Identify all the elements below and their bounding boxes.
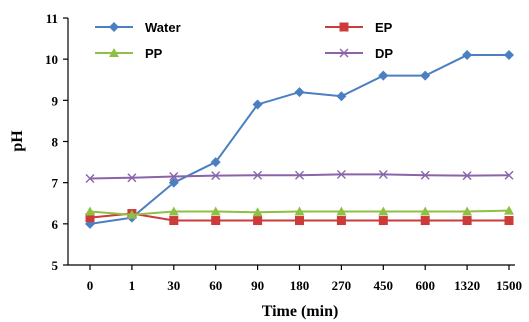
data-point-pp — [462, 206, 473, 216]
legend-label: DP — [375, 46, 393, 61]
data-point-water — [252, 99, 263, 110]
data-point-dp — [462, 171, 472, 181]
data-point-dp — [295, 170, 304, 180]
data-point-pp — [420, 206, 431, 216]
y-tick-label: 9 — [52, 93, 59, 108]
x-ticks: 0 1 30 60 90 180 270 450 600 1320 1500 — [87, 265, 522, 293]
data-point-pp — [210, 206, 221, 216]
data-point-water — [378, 70, 389, 81]
data-point-water — [210, 157, 221, 168]
data-point-water — [294, 87, 305, 98]
data-point-water — [168, 177, 179, 188]
data-point-pp — [378, 206, 389, 216]
data-point-dp — [127, 173, 137, 183]
legend-label: Water — [145, 20, 181, 35]
data-point-ep — [295, 216, 304, 226]
legend-item-pp: PP — [95, 46, 163, 61]
x-tick-label: 600 — [415, 278, 435, 293]
x-axis-title: Time (min) — [262, 303, 339, 320]
series-pp — [85, 205, 514, 219]
x-tick-label: 270 — [332, 278, 352, 293]
data-point-pp — [294, 206, 305, 216]
series-layer — [85, 50, 514, 229]
data-point-pp — [85, 206, 95, 216]
x-tick-label: 1320 — [454, 278, 480, 293]
x-tick-label: 60 — [209, 278, 222, 293]
data-point-water — [420, 70, 431, 81]
data-point-dp — [211, 171, 221, 181]
series-ep — [85, 209, 514, 226]
legend-item-dp: DP — [325, 46, 393, 61]
data-point-dp — [504, 170, 514, 180]
x-tick-label: 180 — [290, 278, 310, 293]
y-tick-label: 10 — [45, 52, 58, 67]
legend-label: PP — [145, 46, 163, 61]
data-point-dp — [378, 169, 388, 179]
series-water — [85, 50, 514, 229]
data-point-pp — [168, 206, 179, 216]
legend: Water EP PP DP — [95, 20, 393, 61]
legend-label: EP — [375, 20, 393, 35]
x-tick-label: 1500 — [496, 278, 522, 293]
data-point-dp — [253, 170, 263, 180]
data-point-ep — [462, 216, 472, 226]
x-tick-label: 90 — [251, 278, 264, 293]
series-line-water — [89, 54, 509, 225]
y-tick-label: 6 — [52, 217, 59, 232]
data-point-dp — [420, 170, 430, 180]
data-point-water — [462, 50, 473, 61]
legend-item-ep: EP — [325, 20, 393, 35]
x-tick-label: 30 — [167, 278, 180, 293]
y-ticks: 5 6 7 8 9 10 11 — [45, 11, 68, 273]
data-point-ep — [420, 216, 430, 226]
data-point-ep — [378, 216, 388, 226]
data-point-ep — [85, 213, 95, 223]
axes — [67, 18, 515, 266]
data-point-ep — [169, 216, 179, 226]
legend-marker-ep — [339, 22, 349, 32]
y-tick-label: 7 — [52, 176, 59, 191]
legend-marker-dp — [339, 48, 349, 58]
data-point-pp — [252, 207, 263, 217]
x-tick-label: 0 — [87, 278, 94, 293]
x-tick-label: 450 — [374, 278, 394, 293]
y-axis-title: pH — [9, 130, 26, 152]
data-point-pp — [504, 205, 514, 215]
data-point-pp — [336, 206, 347, 216]
legend-marker-water — [109, 22, 119, 32]
series-dp — [85, 169, 514, 184]
data-point-water — [504, 50, 514, 61]
data-point-ep — [253, 216, 263, 226]
data-point-ep — [211, 216, 221, 226]
x-tick-label: 1 — [129, 278, 136, 293]
y-tick-label: 5 — [52, 258, 59, 273]
legend-item-water: Water — [95, 20, 181, 35]
data-point-water — [336, 91, 347, 102]
y-tick-label: 8 — [52, 135, 59, 150]
data-point-ep — [504, 216, 514, 226]
data-point-pp — [126, 209, 137, 219]
legend-marker-pp — [109, 48, 119, 57]
y-tick-label: 11 — [46, 11, 58, 26]
data-point-dp — [336, 169, 346, 179]
data-point-ep — [336, 216, 346, 226]
data-point-dp — [85, 174, 95, 184]
data-point-dp — [169, 171, 179, 181]
